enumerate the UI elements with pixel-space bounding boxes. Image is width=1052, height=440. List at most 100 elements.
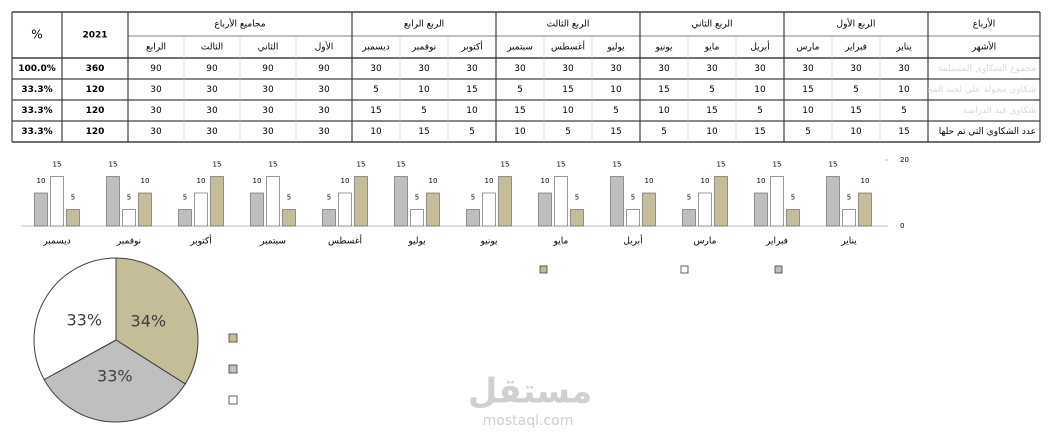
header-cell: الثاني [258, 43, 279, 53]
slice-label: 34% [131, 312, 167, 331]
cell: 33.3% [21, 127, 52, 137]
cell: 120 [86, 127, 105, 137]
cell: 30 [318, 127, 330, 137]
value-label: 15 [397, 161, 406, 169]
legend-swatch [539, 265, 548, 274]
header-cell: الأشهر [971, 41, 996, 53]
x-tick-label: مايو [553, 237, 569, 247]
y-tick-label: 0 [900, 222, 904, 230]
cell: 30 [610, 64, 622, 74]
cell: 90 [262, 64, 274, 74]
cell: 10 [802, 106, 814, 116]
cell: 10 [898, 85, 910, 95]
cell: 33.3% [21, 85, 52, 95]
cell: 30 [318, 106, 330, 116]
value-label: 10 [429, 177, 438, 185]
cell: 30 [150, 85, 162, 95]
slice-label: 33% [66, 311, 102, 330]
x-tick-label: يناير [840, 237, 857, 247]
value-label: 10 [541, 177, 550, 185]
cell: 30 [206, 85, 218, 95]
cell: 5 [757, 106, 763, 116]
cell: 5 [373, 85, 379, 95]
value-label: 5 [791, 194, 795, 202]
cell: 30 [262, 127, 274, 137]
bar [754, 192, 768, 227]
header-cell: الأرباع [973, 18, 996, 30]
cell: 10 [658, 106, 670, 116]
cell: 360 [86, 64, 105, 74]
value-label: 10 [701, 177, 710, 185]
value-label: 15 [829, 161, 838, 169]
header-cell: أغسطس [551, 41, 585, 53]
cell: 5 [661, 127, 667, 137]
bar [50, 176, 64, 227]
header-cell: الربع الأول [837, 18, 876, 30]
header-cell: أكتوبر [460, 41, 483, 53]
cell: 10 [706, 127, 718, 137]
cell: 30 [898, 64, 910, 74]
cell: 33.3% [21, 106, 52, 116]
bar [714, 176, 728, 227]
value-label: 10 [253, 177, 262, 185]
header-cell: % [31, 28, 42, 42]
legend-swatch [228, 395, 238, 405]
cell: 15 [754, 127, 765, 137]
value-label: 15 [109, 161, 118, 169]
bar [66, 209, 80, 227]
legend-swatch [228, 364, 238, 374]
legend-swatch [774, 265, 783, 274]
cell: 10 [610, 85, 622, 95]
bar [410, 209, 424, 227]
value-label: 10 [141, 177, 150, 185]
header-cell: الأول [315, 41, 334, 53]
bar [34, 192, 48, 227]
cell: 15 [562, 85, 573, 95]
bar [266, 176, 280, 227]
cell: 30 [754, 64, 766, 74]
bar [122, 209, 136, 227]
value-label: 15 [717, 161, 726, 169]
header-cell: سبتمبر [506, 43, 533, 53]
watermark-brand: مستقل [468, 372, 592, 412]
cell: 30 [850, 64, 862, 74]
bar [282, 209, 296, 227]
cell: 30 [318, 85, 330, 95]
cell: 30 [802, 64, 814, 74]
bar [322, 209, 336, 227]
cell: 10 [514, 127, 526, 137]
row-label: شكاوى قيد الدراسة [963, 106, 1036, 116]
cell: 15 [802, 85, 813, 95]
value-label: 10 [197, 177, 206, 185]
value-label: 15 [557, 161, 566, 169]
cell: 15 [706, 106, 717, 116]
value-label: 5 [471, 194, 475, 202]
row-label: شكاوى محولة على لجنة المخالفات [906, 85, 1036, 95]
cell: 5 [805, 127, 811, 137]
bar [642, 192, 656, 227]
cell: 5 [469, 127, 475, 137]
cell: 15 [514, 106, 525, 116]
row-label: مجموع الشكاوى المستلمة [938, 64, 1036, 74]
header-cell: فبراير [844, 43, 867, 53]
value-label: 15 [613, 161, 622, 169]
x-tick-label: يوليو [407, 237, 426, 247]
cell: 30 [562, 64, 574, 74]
cell: 5 [421, 106, 427, 116]
cell: 5 [853, 85, 859, 95]
bar [194, 192, 208, 227]
bar [826, 176, 840, 227]
x-tick-label: فبراير [765, 237, 788, 247]
value-label: 5 [287, 194, 291, 202]
bar [770, 176, 784, 227]
bar [610, 176, 624, 227]
value-label: 5 [127, 194, 131, 202]
x-tick-label: أكتوبر [189, 235, 212, 247]
cell: 30 [262, 106, 274, 116]
cell: 5 [565, 127, 571, 137]
bar [138, 192, 152, 227]
header-cell: أبريل [750, 41, 769, 53]
cell: 10 [562, 106, 574, 116]
x-tick-label: مارس [694, 237, 717, 247]
